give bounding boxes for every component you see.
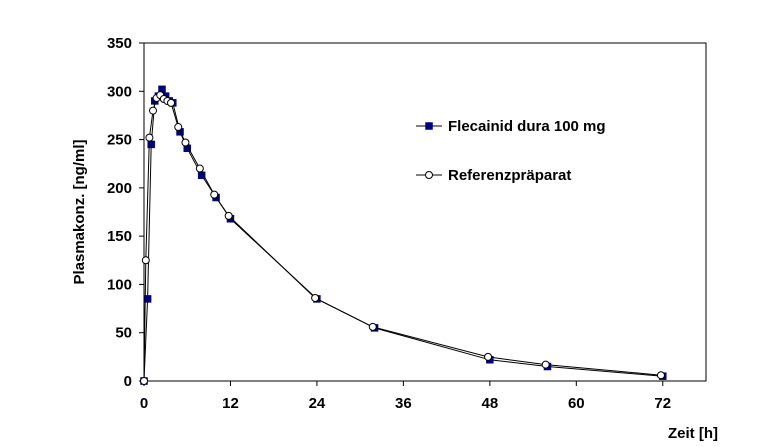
series-2 bbox=[140, 91, 665, 385]
legend-item: Flecainid dura 100 mg bbox=[416, 118, 606, 135]
data-point bbox=[143, 295, 152, 303]
data-point bbox=[181, 138, 190, 147]
y-tick-label: 100 bbox=[107, 276, 132, 293]
axes: 0 50 100 150 200 250 300 350 0 12 24 36 48 60 72 bbox=[107, 35, 671, 412]
legend-label: Flecainid dura 100 mg bbox=[448, 118, 606, 135]
x-tick-label: 24 bbox=[309, 395, 326, 412]
x-axis-title: Zeit [h] bbox=[668, 425, 718, 442]
data-point bbox=[484, 352, 493, 361]
x-tick-label: 60 bbox=[568, 395, 585, 412]
y-tick-label: 300 bbox=[107, 83, 132, 100]
data-point bbox=[224, 211, 233, 220]
data-point bbox=[141, 256, 150, 265]
legend-item: Referenzpräparat bbox=[416, 167, 571, 184]
data-point bbox=[140, 377, 148, 385]
y-tick-label: 0 bbox=[124, 373, 132, 390]
legend-label: Referenzpräparat bbox=[448, 167, 571, 184]
data-point bbox=[656, 371, 665, 380]
x-tick-label: 72 bbox=[654, 395, 671, 412]
x-tick-label: 12 bbox=[222, 395, 239, 412]
legend: Flecainid dura 100 mg Referenzpräparat bbox=[416, 118, 606, 184]
data-point bbox=[368, 322, 377, 331]
y-axis-title: Plasmakonz. [ng/ml] bbox=[71, 139, 88, 284]
data-point bbox=[311, 293, 320, 302]
x-tick-label: 48 bbox=[482, 395, 499, 412]
data-point bbox=[174, 123, 183, 132]
y-tick-label: 200 bbox=[107, 180, 132, 197]
legend-marker bbox=[425, 171, 433, 179]
x-tick-label: 36 bbox=[395, 395, 412, 412]
data-point bbox=[195, 164, 204, 173]
y-tick-label: 150 bbox=[107, 228, 132, 245]
y-tick-label: 250 bbox=[107, 132, 132, 149]
data-point bbox=[145, 133, 154, 142]
series-layer bbox=[140, 85, 667, 385]
y-tick-label: 50 bbox=[115, 325, 132, 342]
legend-marker bbox=[425, 122, 433, 130]
data-point bbox=[149, 106, 158, 115]
x-tick-label: 0 bbox=[140, 395, 148, 412]
data-point bbox=[210, 190, 219, 199]
y-tick-label: 350 bbox=[107, 35, 132, 52]
plot-area bbox=[143, 42, 707, 382]
data-point bbox=[541, 360, 550, 369]
data-point bbox=[167, 98, 176, 107]
